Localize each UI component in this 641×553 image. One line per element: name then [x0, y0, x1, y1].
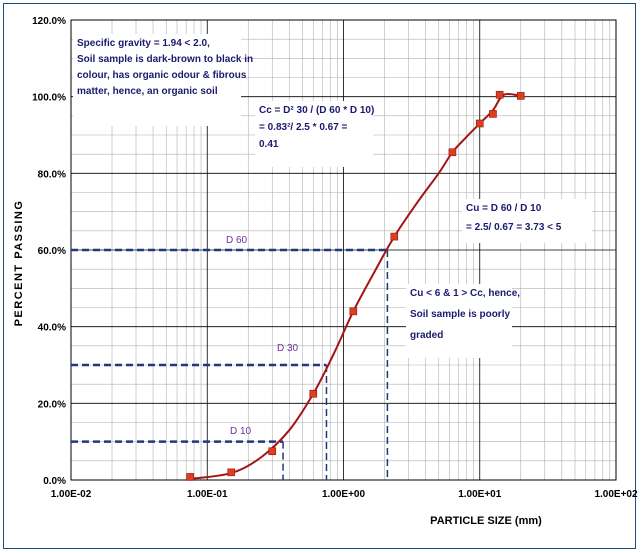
x-axis-ticks: 1.00E-02 1.00E-01 1.00E+00 1.00E+01 1.00E+02	[51, 489, 638, 500]
chart-frame	[3, 3, 636, 549]
data-point	[516, 92, 525, 100]
y-tick-label: 120.0%	[32, 16, 66, 27]
y-axis-label: PERCENT PASSING	[13, 200, 25, 327]
guide-label: D 10	[230, 426, 252, 437]
x-tick-label: 1.00E+00	[322, 489, 366, 500]
annotation-line: Cu < 6 & 1 > Cc, hence,	[410, 288, 520, 299]
y-tick-label: 20.0%	[38, 399, 66, 410]
annotation-background	[255, 101, 373, 167]
data-point	[309, 389, 318, 398]
annotation-line: Soil sample is poorly	[410, 309, 510, 320]
annotations: Specific gravity = 1.94 < 2.0, Soil sampl…	[73, 34, 592, 358]
annotation-line: matter, hence, an organic soil	[77, 86, 218, 97]
annotation-line: colour, has organic odour & fibrous	[77, 70, 247, 81]
annotation-background	[462, 199, 592, 243]
annotation-line: = 2.5/ 0.67 = 3.73 < 5	[466, 222, 562, 233]
annotation-line: graded	[410, 330, 443, 341]
x-tick-label: 1.00E-01	[187, 489, 228, 500]
annotation-line: 0.41	[259, 139, 279, 150]
data-markers	[186, 90, 525, 481]
annotation-background	[406, 284, 512, 358]
d-value-guides: D 10 D 30 D 60	[71, 235, 389, 480]
data-point	[349, 307, 358, 316]
y-tick-label: 40.0%	[38, 323, 66, 334]
annotation-line: = 0.83²/ 2.5 * 0.67 =	[259, 122, 348, 133]
y-axis-ticks: 0.0% 20.0% 40.0% 60.0% 80.0% 100.0% 120.0%	[32, 16, 66, 487]
x-tick-label: 1.00E+01	[458, 489, 502, 500]
data-point	[186, 473, 195, 481]
x-tick-label: 1.00E-02	[51, 489, 92, 500]
data-point	[448, 148, 457, 157]
guide-label: D 60	[226, 235, 248, 246]
data-point	[489, 110, 497, 118]
y-tick-label: 100.0%	[32, 93, 66, 104]
data-point	[475, 119, 484, 128]
annotation-line: Cu = D 60 / D 10	[466, 203, 542, 214]
y-tick-label: 80.0%	[38, 169, 66, 180]
annotation-line: Specific gravity = 1.94 < 2.0,	[77, 38, 210, 49]
data-point	[390, 232, 399, 241]
y-tick-label: 60.0%	[38, 246, 66, 257]
data-point	[268, 447, 277, 456]
annotation-box: Cu = D 60 / D 10 = 2.5/ 0.67 = 3.73 < 5	[462, 199, 592, 243]
data-point	[227, 468, 236, 477]
annotation-line: Cc = D² 30 / (D 60 * D 10)	[259, 105, 374, 116]
guide-label: D 30	[277, 343, 299, 354]
y-tick-label: 0.0%	[43, 476, 66, 487]
annotation-line: Soil sample is dark-brown to black in	[77, 54, 253, 65]
annotation-box: Specific gravity = 1.94 < 2.0, Soil sampl…	[73, 34, 253, 126]
annotation-box: Cu < 6 & 1 > Cc, hence, Soil sample is po…	[406, 284, 520, 358]
x-axis-label: PARTICLE SIZE (mm)	[430, 515, 542, 527]
data-point	[495, 90, 504, 99]
annotation-box: Cc = D² 30 / (D 60 * D 10) = 0.83²/ 2.5 *…	[255, 101, 374, 167]
annotation-background	[73, 34, 241, 126]
x-tick-label: 1.00E+02	[594, 489, 638, 500]
